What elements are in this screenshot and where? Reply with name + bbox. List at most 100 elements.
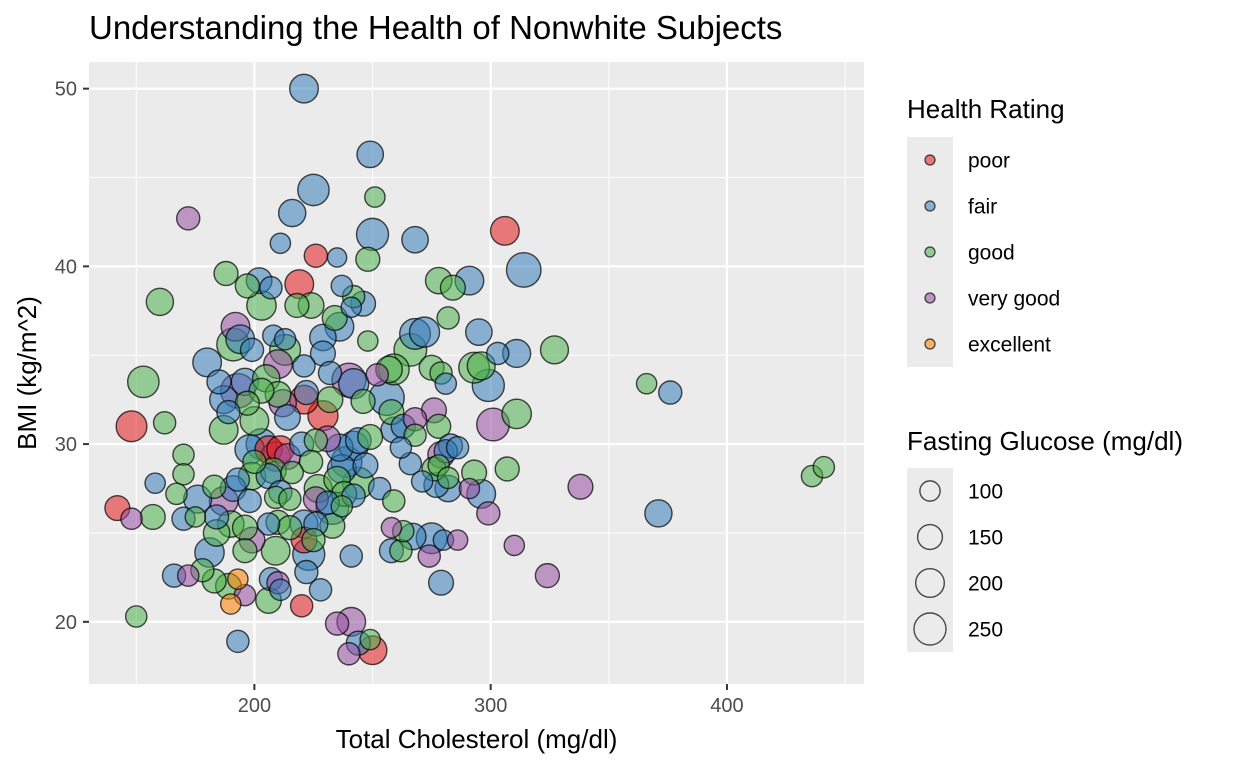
data-point — [503, 534, 526, 557]
data-point — [436, 466, 460, 490]
data-point — [239, 337, 265, 363]
data-point — [226, 629, 250, 654]
legend-key-good — [924, 246, 936, 258]
data-point — [126, 365, 160, 399]
data-point — [364, 186, 386, 208]
x-tick-label: 300 — [474, 695, 507, 717]
grid-lines — [89, 62, 864, 684]
y-axis-title: BMI (kg/m^2) — [12, 296, 42, 450]
data-point — [365, 362, 390, 387]
x-tick-label: 400 — [710, 695, 743, 717]
data-point — [237, 488, 262, 514]
data-point — [231, 514, 259, 541]
chart-title: Understanding the Health of Nonwhite Sub… — [89, 9, 782, 46]
data-point — [356, 330, 379, 352]
data-point — [277, 198, 307, 228]
data-point — [357, 423, 384, 451]
data-point — [216, 399, 241, 425]
data-point — [219, 593, 242, 615]
data-point — [292, 354, 316, 378]
data-point — [206, 369, 232, 395]
data-point — [139, 503, 166, 531]
data-point — [485, 341, 510, 366]
data-point — [567, 473, 594, 500]
legend-size-key-100 — [919, 480, 941, 502]
data-point — [635, 372, 658, 395]
data-point — [355, 217, 390, 252]
legend-key-poor — [924, 154, 936, 166]
data-point — [280, 460, 304, 485]
legend-key-excellent — [924, 338, 936, 350]
data-point — [658, 380, 683, 405]
data-point — [644, 499, 673, 528]
data-point — [192, 347, 223, 378]
legend-size-key-200 — [914, 567, 946, 599]
data-point — [273, 403, 301, 431]
x-tick-label: 200 — [238, 695, 271, 717]
data-point — [355, 246, 381, 272]
legend-size-key-250 — [913, 612, 947, 646]
data-point — [303, 243, 329, 268]
data-point — [505, 251, 542, 288]
data-point — [303, 428, 329, 453]
y-tick-label: 50 — [55, 79, 77, 101]
data-point — [330, 494, 354, 518]
data-point — [227, 568, 249, 590]
data-point — [426, 413, 452, 439]
data-point — [439, 274, 466, 301]
y-tick-label: 40 — [55, 256, 77, 278]
legend-key-background — [907, 468, 953, 652]
data-point — [225, 467, 251, 492]
data-point — [242, 449, 267, 475]
data-point — [273, 327, 297, 351]
data-point — [269, 578, 292, 602]
axes: 200 300 400 20 30 40 50 — [55, 79, 744, 717]
data-point — [293, 379, 320, 406]
legend-size-label-150: 150 — [968, 527, 1003, 550]
data-point — [382, 489, 406, 513]
data-point — [284, 292, 310, 319]
data-point — [277, 514, 303, 541]
data-point — [445, 435, 470, 460]
legend-size-label-200: 200 — [968, 573, 1003, 596]
data-point — [389, 538, 413, 563]
legend-label-very-good: very good — [968, 288, 1060, 311]
data-point — [176, 564, 200, 587]
data-point — [476, 501, 501, 526]
data-point — [145, 287, 175, 317]
data-point — [501, 398, 533, 430]
fasting-glucose-legend: Fasting Glucose (mg/dl) 100 150 200 250 — [907, 426, 1183, 652]
data-point — [298, 449, 324, 475]
data-point — [184, 506, 207, 528]
data-point — [176, 206, 201, 231]
data-point — [408, 316, 441, 348]
data-point — [339, 544, 364, 568]
data-point — [436, 306, 460, 330]
data-point — [165, 482, 188, 506]
data-point — [410, 470, 434, 493]
data-point — [812, 455, 836, 479]
data-point — [152, 410, 177, 435]
data-point — [172, 443, 195, 467]
data-point — [201, 474, 227, 499]
data-point — [389, 436, 413, 459]
data-point — [359, 628, 381, 651]
data-point — [330, 274, 354, 298]
legend-size-key-150 — [916, 523, 944, 551]
data-point — [269, 232, 292, 255]
data-point — [427, 569, 455, 596]
data-point — [539, 335, 570, 365]
y-tick-label: 20 — [55, 612, 77, 634]
data-point — [144, 472, 166, 495]
data-point — [316, 386, 344, 414]
legend-label-fair: fair — [968, 196, 997, 219]
data-point — [417, 544, 442, 568]
data-point — [289, 594, 314, 618]
data-point — [172, 462, 195, 486]
legend-key-very-good — [924, 292, 936, 304]
legend-label-good: good — [968, 242, 1015, 265]
data-point — [317, 360, 343, 386]
data-point — [534, 562, 561, 589]
legend-size-label-250: 250 — [968, 619, 1003, 642]
